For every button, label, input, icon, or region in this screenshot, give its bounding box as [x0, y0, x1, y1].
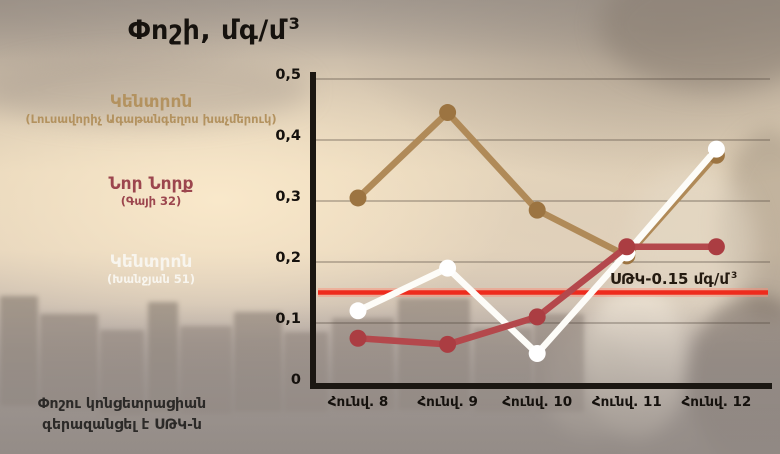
x-axis-tick-label: Հունվ. 10 [502, 394, 573, 410]
legend-station-detail: (Գայի 32) [120, 194, 182, 208]
series-point-0-1 [439, 104, 457, 122]
series-point-2-4 [707, 238, 725, 256]
threshold-label-text: ՍԹԿ-0.15 մգ/մ [610, 270, 729, 288]
legend-station-name: Կենտրոն [109, 252, 193, 272]
series-point-1-4 [707, 140, 725, 158]
note-line-1: Փոշու կոնցետրացիան [37, 396, 207, 412]
legend-station-nor-norq: Նոր Նորք (Գայի 32) [0, 174, 302, 209]
page-title: Փոշի, մգ/մ 3 [128, 14, 428, 46]
y-axis-tick-label: 0,1 [275, 311, 301, 327]
y-axis-tick-label: 0,5 [275, 67, 301, 83]
x-axis-tick-label: Հունվ. 11 [591, 394, 662, 410]
series-point-2-1 [439, 335, 457, 353]
line-chart [310, 72, 772, 389]
series-point-1-0 [349, 302, 367, 320]
series-point-0-2 [528, 201, 546, 219]
x-axis-tick-label: Հունվ. 12 [681, 394, 752, 410]
exceedance-note: Փոշու կոնցետրացիան գերազանցել է ՍԹԿ-ն [8, 394, 236, 436]
y-axis-tick-label: 0,3 [275, 189, 301, 205]
series-point-1-1 [439, 259, 457, 277]
legend-station-kentron-khanjyan: Կենտրոն (Խանջյան 51) [0, 252, 302, 287]
legend-station-detail: (Լուսավորիչ Ագաթանգեղոս խաչմերուկ) [25, 112, 277, 126]
y-axis: 0 0,1 0,2 0,3 0,4 0,5 [258, 66, 304, 396]
y-axis-tick-label: 0,2 [275, 250, 301, 266]
x-axis-tick-label: Հունվ. 8 [327, 394, 389, 410]
series-point-2-0 [349, 329, 367, 347]
building-silhouette [0, 296, 38, 406]
threshold-label: ՍԹԿ-0.15 մգ/մ 3 [610, 270, 737, 288]
threshold-label-superscript: 3 [731, 271, 738, 281]
series-point-0-0 [349, 189, 367, 207]
y-axis-tick-label: 0 [290, 372, 301, 388]
y-axis-tick-label: 0,4 [275, 128, 301, 144]
legend-station-detail: (Խանջյան 51) [106, 272, 196, 286]
series-point-2-3 [618, 238, 636, 256]
x-axis-line [310, 383, 772, 389]
title-superscript: 3 [288, 14, 301, 33]
legend-station-name: Կենտրոն [109, 92, 193, 112]
y-axis-line [310, 72, 316, 389]
series-point-2-2 [528, 308, 546, 326]
x-axis: Հունվ. 8 Հունվ. 9 Հունվ. 10 Հունվ. 11 Հունվ.… [305, 66, 775, 410]
note-line-2: գերազանցել է ՍԹԿ-ն [42, 417, 202, 433]
series-point-1-2 [528, 345, 546, 362]
legend-station-name: Նոր Նորք [108, 174, 194, 194]
x-axis-tick-label: Հունվ. 9 [417, 394, 478, 410]
title-text: Փոշի, մգ/մ [128, 15, 287, 46]
legend-station-kentron-lusavorich: Կենտրոն (Լուսավորիչ Ագաթանգեղոս խաչմերու… [0, 92, 302, 127]
